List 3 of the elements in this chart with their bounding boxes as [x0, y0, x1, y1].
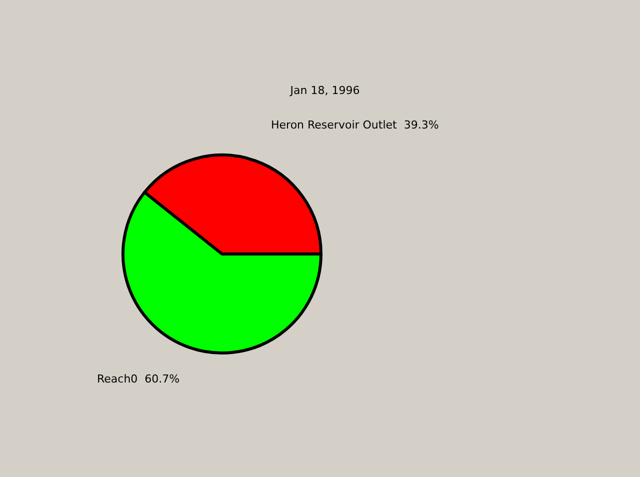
slice-label: Heron Reservoir Outlet 39.3%	[271, 118, 439, 132]
chart-title: Jan 18, 1996	[289, 84, 360, 97]
slice-label: Reach0 60.7%	[97, 372, 180, 386]
